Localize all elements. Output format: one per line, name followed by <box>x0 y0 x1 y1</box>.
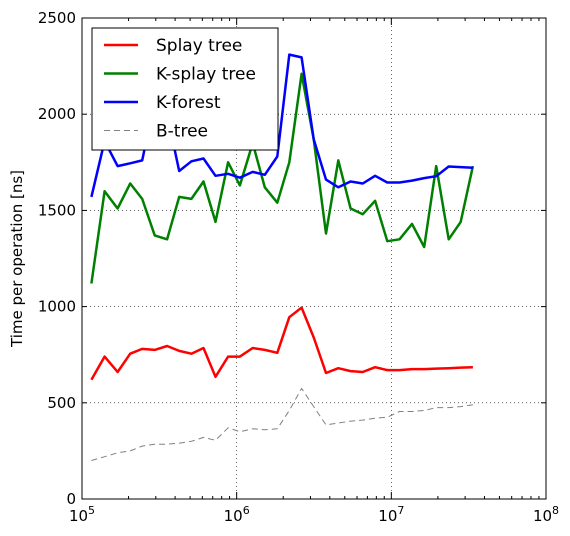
series-line-k-splay-tree <box>90 72 475 284</box>
legend-label: K-splay tree <box>156 65 256 85</box>
plot-frame <box>81 17 547 500</box>
y-tick-label: 1500 <box>38 201 76 219</box>
x-tick-label: 106 <box>224 504 250 525</box>
legend-label: K-forest <box>156 93 221 113</box>
x-tick-label: 105 <box>69 504 95 525</box>
legend-label: B-tree <box>156 122 208 142</box>
legend: Splay tree K-splay tree K-forest B-tree <box>91 27 279 151</box>
series-line-splay-tree <box>90 306 473 381</box>
ticks <box>81 17 547 500</box>
x-tick-label: 107 <box>378 504 404 525</box>
y-tick-label: 500 <box>47 394 76 412</box>
y-tick-label: 0 <box>66 490 76 508</box>
y-tick-label: 1000 <box>38 298 76 316</box>
y-tick-label: 2500 <box>38 9 76 27</box>
tick-labels: 0 500 1000 1500 2000 2500 105 106 107 108 <box>38 9 559 525</box>
series-line-b-tree <box>91 387 473 461</box>
legend-box <box>91 27 279 151</box>
x-tick-label: 108 <box>533 504 559 525</box>
y-axis-label: Time per operation [ns] <box>8 170 26 348</box>
legend-label: Splay tree <box>156 36 242 56</box>
y-tick-label: 2000 <box>38 105 76 123</box>
